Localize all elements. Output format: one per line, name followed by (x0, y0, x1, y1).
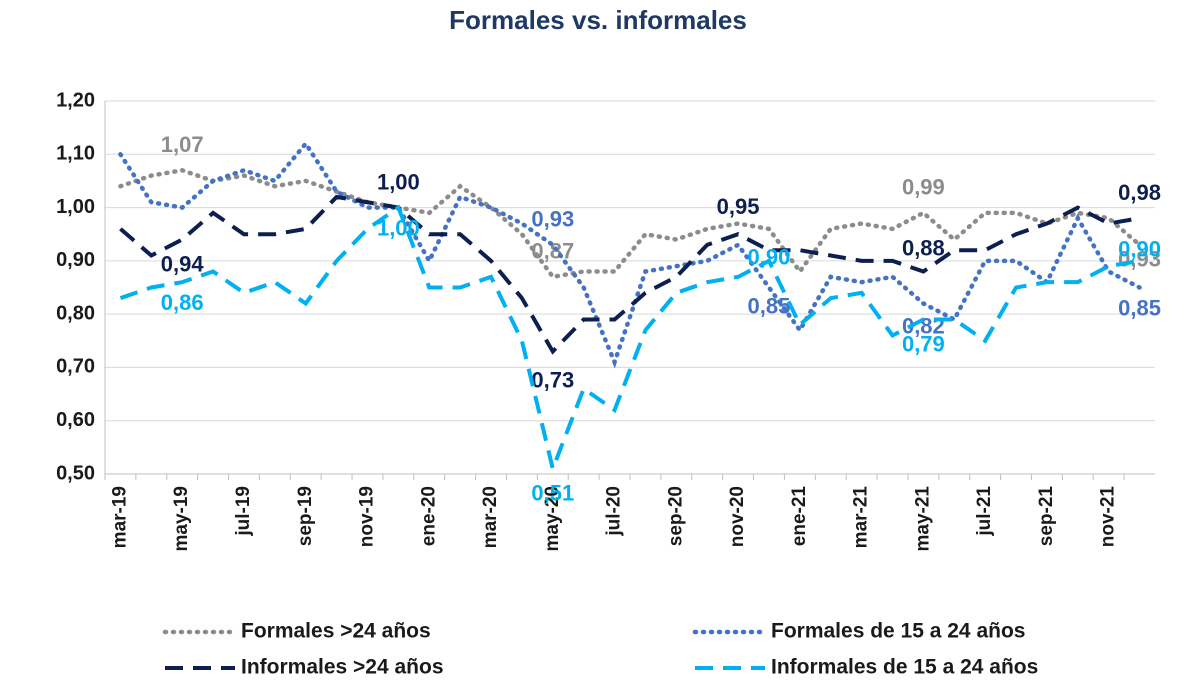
x-tick-label: mar-21 (851, 486, 872, 549)
x-tick-label: mar-20 (480, 486, 501, 548)
data-label: 0,95 (717, 194, 760, 219)
data-label: 0,86 (161, 290, 204, 315)
data-label: 0,51 (531, 480, 574, 505)
legend-label: Informales de 15 a 24 años (771, 656, 1038, 679)
data-label: 0,85 (1118, 295, 1161, 320)
data-label: 0,93 (531, 207, 574, 232)
data-label: 0,93 (1118, 247, 1161, 272)
line-series (118, 139, 1142, 369)
data-label: 0,99 (902, 175, 945, 200)
data-label: 0,90 (748, 245, 791, 270)
x-tick-label: jul-21 (974, 486, 995, 537)
data-label: 1,07 (161, 132, 204, 157)
data-label: 0,73 (531, 367, 574, 392)
x-tick-label: may-19 (171, 486, 192, 552)
x-tick-label: jul-19 (233, 486, 254, 537)
x-tick-label: jul-20 (604, 486, 625, 537)
x-tick-label: sep-21 (1036, 486, 1057, 547)
data-label: 0,90 (1118, 237, 1161, 262)
y-tick-label: 0,80 (56, 302, 95, 324)
x-tick-label: sep-20 (665, 486, 686, 546)
legend-label: Informales >24 años (241, 656, 444, 679)
y-tick-label: 1,00 (56, 196, 95, 218)
line-series (118, 167, 1142, 280)
y-tick-label: 0,90 (56, 249, 95, 271)
line-series (119, 204, 1140, 476)
x-tick-label: mar-19 (109, 486, 130, 548)
data-label: 0,94 (161, 251, 205, 276)
chart-title: Formales vs. informales (449, 5, 747, 35)
legend-label: Formales >24 años (241, 620, 431, 643)
data-label: 0,85 (748, 293, 791, 318)
x-tick-label: may-21 (912, 486, 933, 552)
y-tick-label: 1,20 (56, 89, 95, 111)
data-label: 0,88 (902, 235, 945, 260)
data-label: 0,79 (902, 331, 945, 356)
x-tick-label: ene-20 (418, 486, 439, 546)
x-tick-label: sep-19 (295, 486, 316, 546)
x-tick-label: may-20 (542, 486, 563, 552)
y-tick-label: 1,10 (56, 143, 95, 165)
x-tick-label: nov-21 (1098, 486, 1119, 548)
data-label: 0,98 (1118, 180, 1161, 205)
line-series (119, 194, 1140, 355)
y-tick-label: 0,70 (56, 356, 95, 378)
legend-label: Formales de 15 a 24 años (771, 620, 1025, 643)
y-tick-label: 0,50 (56, 462, 95, 484)
y-tick-label: 0,60 (56, 409, 95, 431)
data-label: 1,00 (377, 215, 420, 240)
x-tick-label: nov-20 (727, 486, 748, 547)
x-tick-label: ene-21 (789, 486, 810, 547)
data-label: 1,00 (377, 169, 420, 194)
x-tick-label: nov-19 (357, 486, 378, 547)
